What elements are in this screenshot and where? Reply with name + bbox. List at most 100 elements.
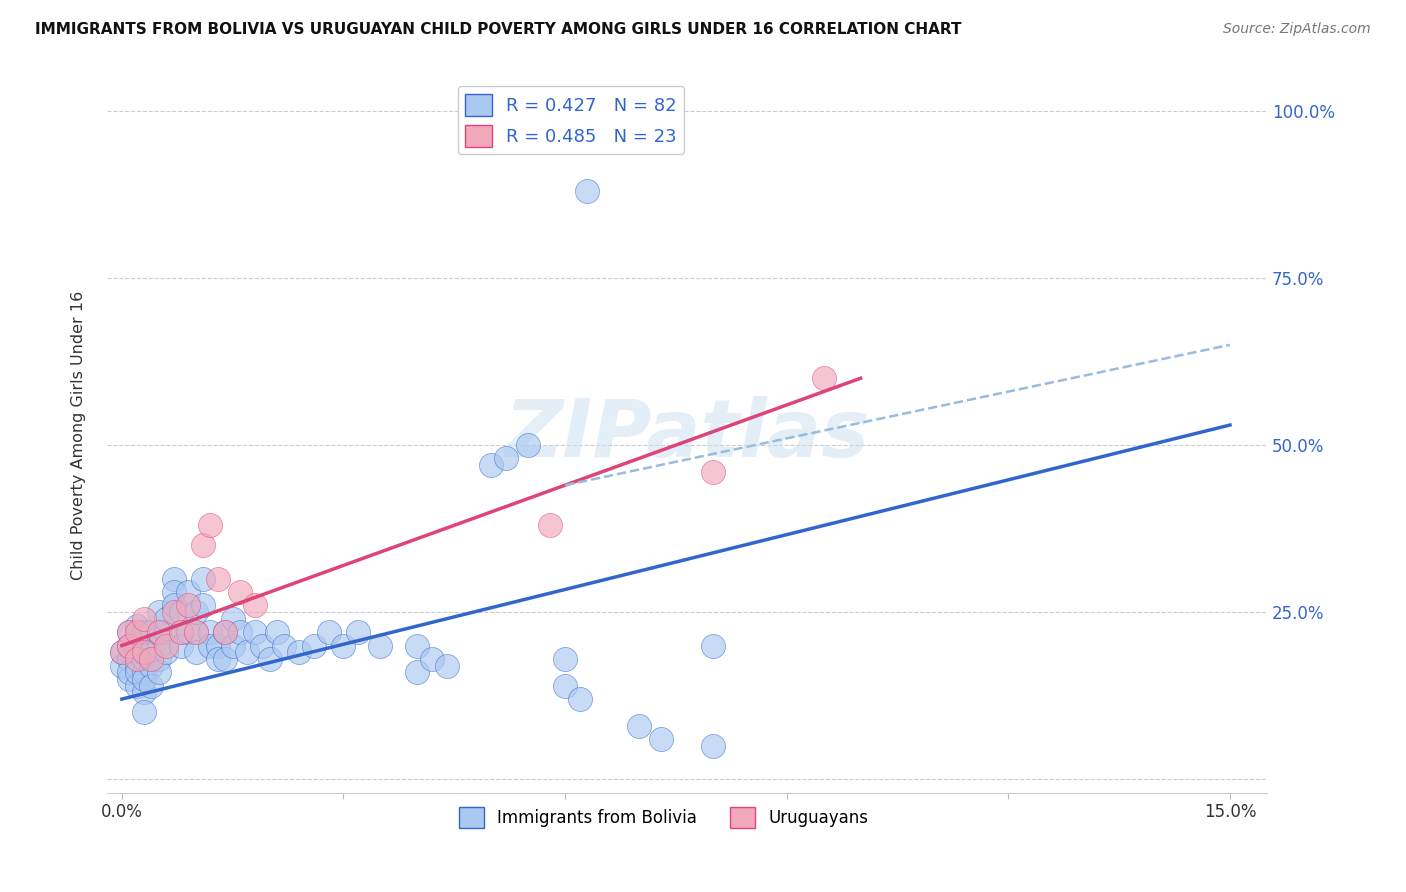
Point (141, 679, 163, 693)
Point (813, 371, 835, 385)
Point (554, 652, 576, 666)
Point (229, 625, 252, 640)
Point (184, 605, 207, 619)
Point (207, 572, 229, 586)
Point (221, 612, 243, 626)
Point (170, 625, 193, 640)
Point (132, 612, 155, 626)
Point (406, 665, 429, 680)
Point (517, 438, 540, 452)
Point (184, 645, 207, 659)
Point (370, 639, 392, 653)
Point (118, 625, 141, 640)
Point (111, 645, 134, 659)
Point (420, 652, 443, 666)
Point (184, 625, 207, 640)
Point (148, 625, 170, 640)
Point (479, 458, 502, 472)
Point (125, 645, 148, 659)
Point (118, 639, 141, 653)
Point (236, 645, 259, 659)
Point (125, 679, 148, 693)
Point (221, 639, 243, 653)
Point (125, 652, 148, 666)
Point (214, 652, 236, 666)
Point (155, 639, 177, 653)
Point (148, 605, 170, 619)
Point (214, 625, 236, 640)
Y-axis label: Child Poverty Among Girls Under 16: Child Poverty Among Girls Under 16 (72, 291, 86, 580)
Point (191, 538, 214, 552)
Point (170, 639, 193, 653)
Point (302, 639, 325, 653)
Point (162, 599, 184, 613)
Text: IMMIGRANTS FROM BOLIVIA VS URUGUAYAN CHILD POVERTY AMONG GIRLS UNDER 16 CORRELAT: IMMIGRANTS FROM BOLIVIA VS URUGUAYAN CHI… (35, 22, 962, 37)
Point (141, 645, 163, 659)
Point (436, 658, 458, 673)
Point (170, 625, 193, 640)
Point (125, 665, 148, 680)
Point (627, 719, 650, 733)
Point (177, 599, 200, 613)
Point (141, 652, 163, 666)
Point (132, 706, 155, 720)
Point (650, 732, 672, 747)
Point (229, 585, 252, 599)
Point (332, 639, 354, 653)
Point (576, 184, 599, 198)
Point (702, 739, 724, 753)
Point (214, 625, 236, 640)
Point (118, 639, 141, 653)
Point (273, 639, 295, 653)
Point (132, 672, 155, 686)
Point (148, 639, 170, 653)
Legend: Immigrants from Bolivia, Uruguayans: Immigrants from Bolivia, Uruguayans (453, 801, 876, 834)
Point (177, 585, 200, 599)
Point (125, 625, 148, 640)
Point (118, 665, 141, 680)
Point (125, 658, 148, 673)
Point (162, 585, 184, 599)
Point (118, 652, 141, 666)
Point (200, 518, 222, 533)
Point (125, 632, 148, 646)
Point (170, 605, 193, 619)
Point (155, 645, 177, 659)
Point (318, 625, 340, 640)
Point (406, 639, 429, 653)
Point (191, 572, 214, 586)
Point (702, 465, 724, 479)
Point (132, 665, 155, 680)
Point (141, 625, 163, 640)
Point (132, 625, 155, 640)
Point (132, 645, 155, 659)
Point (191, 599, 214, 613)
Point (266, 625, 288, 640)
Point (162, 605, 184, 619)
Point (200, 639, 222, 653)
Point (118, 672, 141, 686)
Point (207, 652, 229, 666)
Point (702, 639, 724, 653)
Text: ZIPatlas: ZIPatlas (505, 396, 869, 474)
Point (155, 625, 177, 640)
Point (118, 625, 141, 640)
Point (132, 639, 155, 653)
Point (132, 652, 155, 666)
Point (148, 665, 170, 680)
Point (118, 639, 141, 653)
Point (250, 639, 273, 653)
Point (538, 518, 561, 533)
Point (288, 645, 311, 659)
Point (177, 625, 200, 640)
Point (554, 679, 576, 693)
Point (148, 625, 170, 640)
Point (495, 451, 517, 466)
Point (347, 625, 370, 640)
Point (162, 572, 184, 586)
Point (243, 599, 266, 613)
Point (111, 645, 134, 659)
Point (111, 658, 134, 673)
Point (125, 618, 148, 632)
Point (568, 692, 591, 706)
